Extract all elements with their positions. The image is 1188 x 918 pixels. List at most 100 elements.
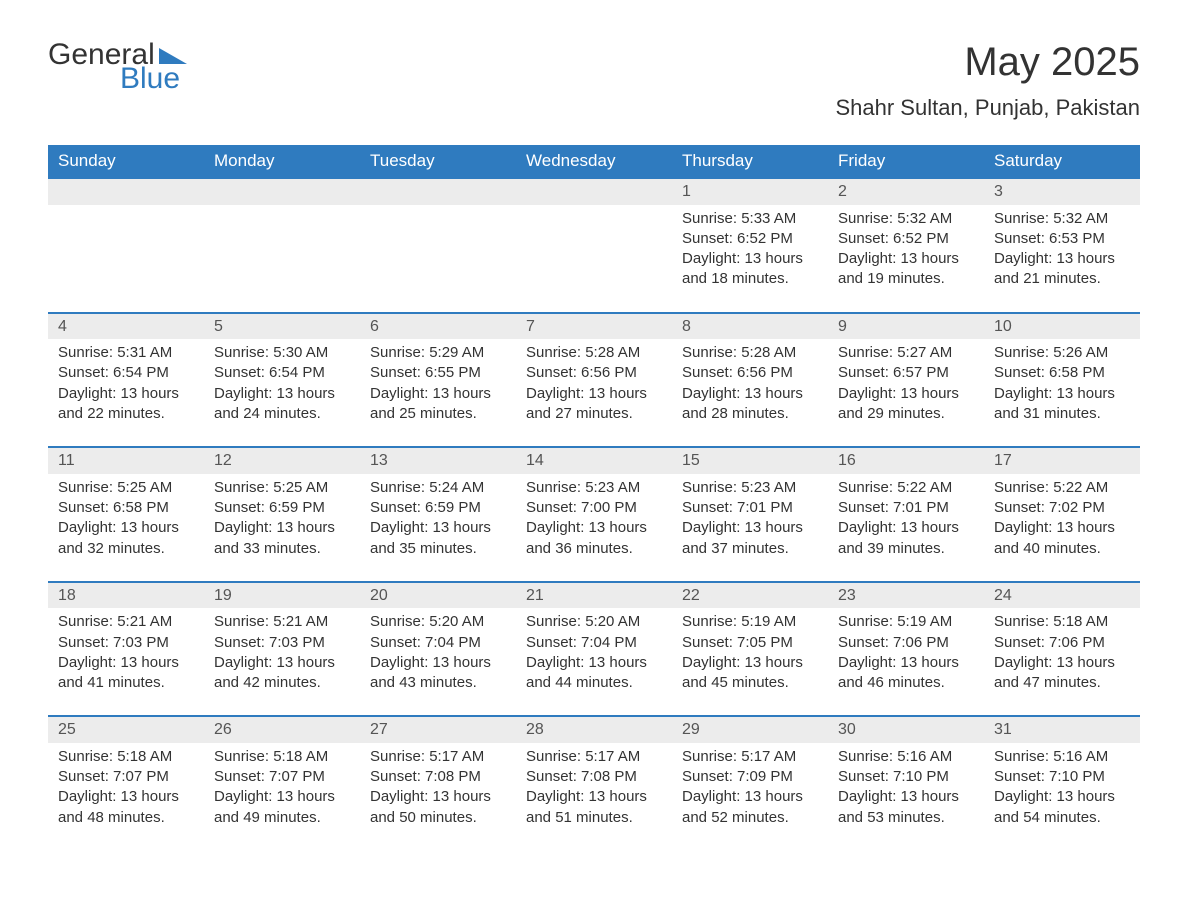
day-detail-cell: Sunrise: 5:20 AMSunset: 7:04 PMDaylight:… [360, 608, 516, 716]
day-sunrise: Sunrise: 5:22 AM [838, 478, 974, 498]
day-daylight2: and 27 minutes. [526, 404, 662, 424]
day-number-cell: 28 [516, 716, 672, 743]
day-daylight2: and 40 minutes. [994, 539, 1130, 559]
day-daylight1: Daylight: 13 hours [214, 653, 350, 673]
day-sunset: Sunset: 6:52 PM [838, 229, 974, 249]
day-header: Wednesday [516, 145, 672, 178]
day-daylight1: Daylight: 13 hours [526, 653, 662, 673]
day-sunset: Sunset: 7:07 PM [58, 767, 194, 787]
day-daylight1: Daylight: 13 hours [994, 249, 1130, 269]
day-daylight1: Daylight: 13 hours [838, 787, 974, 807]
calendar-week-detail-row: Sunrise: 5:33 AMSunset: 6:52 PMDaylight:… [48, 205, 1140, 313]
day-daylight2: and 28 minutes. [682, 404, 818, 424]
day-number-cell: 23 [828, 582, 984, 609]
day-daylight1: Daylight: 13 hours [682, 249, 818, 269]
day-sunset: Sunset: 7:01 PM [682, 498, 818, 518]
day-sunset: Sunset: 6:58 PM [58, 498, 194, 518]
day-sunrise: Sunrise: 5:18 AM [214, 747, 350, 767]
day-detail-cell: Sunrise: 5:32 AMSunset: 6:52 PMDaylight:… [828, 205, 984, 313]
day-sunset: Sunset: 6:54 PM [58, 363, 194, 383]
day-detail-cell: Sunrise: 5:30 AMSunset: 6:54 PMDaylight:… [204, 339, 360, 447]
day-header: Thursday [672, 145, 828, 178]
day-sunrise: Sunrise: 5:16 AM [838, 747, 974, 767]
day-number-cell: 24 [984, 582, 1140, 609]
calendar-week-daynum-row: 45678910 [48, 313, 1140, 340]
day-daylight2: and 53 minutes. [838, 808, 974, 828]
day-sunset: Sunset: 6:58 PM [994, 363, 1130, 383]
day-detail-cell: Sunrise: 5:21 AMSunset: 7:03 PMDaylight:… [48, 608, 204, 716]
day-detail-cell: Sunrise: 5:29 AMSunset: 6:55 PMDaylight:… [360, 339, 516, 447]
day-sunset: Sunset: 6:52 PM [682, 229, 818, 249]
day-daylight2: and 43 minutes. [370, 673, 506, 693]
calendar-table: SundayMondayTuesdayWednesdayThursdayFrid… [48, 145, 1140, 850]
day-number-cell: 7 [516, 313, 672, 340]
day-sunset: Sunset: 7:08 PM [526, 767, 662, 787]
day-detail-cell: Sunrise: 5:28 AMSunset: 6:56 PMDaylight:… [516, 339, 672, 447]
day-sunset: Sunset: 7:01 PM [838, 498, 974, 518]
day-daylight2: and 42 minutes. [214, 673, 350, 693]
day-number-cell: 22 [672, 582, 828, 609]
day-sunrise: Sunrise: 5:33 AM [682, 209, 818, 229]
day-detail-cell: Sunrise: 5:24 AMSunset: 6:59 PMDaylight:… [360, 474, 516, 582]
day-daylight1: Daylight: 13 hours [682, 384, 818, 404]
day-daylight2: and 18 minutes. [682, 269, 818, 289]
day-sunset: Sunset: 6:55 PM [370, 363, 506, 383]
day-sunset: Sunset: 7:09 PM [682, 767, 818, 787]
day-daylight2: and 21 minutes. [994, 269, 1130, 289]
day-detail-cell: Sunrise: 5:32 AMSunset: 6:53 PMDaylight:… [984, 205, 1140, 313]
day-detail-cell: Sunrise: 5:20 AMSunset: 7:04 PMDaylight:… [516, 608, 672, 716]
day-detail-cell: Sunrise: 5:25 AMSunset: 6:58 PMDaylight:… [48, 474, 204, 582]
day-detail-cell: Sunrise: 5:22 AMSunset: 7:01 PMDaylight:… [828, 474, 984, 582]
day-detail-cell: Sunrise: 5:33 AMSunset: 6:52 PMDaylight:… [672, 205, 828, 313]
day-sunset: Sunset: 7:06 PM [838, 633, 974, 653]
day-daylight1: Daylight: 13 hours [370, 653, 506, 673]
day-detail-cell [48, 205, 204, 313]
day-daylight2: and 37 minutes. [682, 539, 818, 559]
day-detail-cell [204, 205, 360, 313]
day-header: Friday [828, 145, 984, 178]
day-daylight2: and 49 minutes. [214, 808, 350, 828]
day-detail-cell: Sunrise: 5:25 AMSunset: 6:59 PMDaylight:… [204, 474, 360, 582]
day-number-cell: 16 [828, 447, 984, 474]
day-daylight1: Daylight: 13 hours [838, 653, 974, 673]
day-daylight2: and 36 minutes. [526, 539, 662, 559]
day-sunrise: Sunrise: 5:19 AM [838, 612, 974, 632]
day-daylight2: and 54 minutes. [994, 808, 1130, 828]
day-detail-cell: Sunrise: 5:17 AMSunset: 7:09 PMDaylight:… [672, 743, 828, 850]
day-sunrise: Sunrise: 5:23 AM [526, 478, 662, 498]
day-sunset: Sunset: 7:05 PM [682, 633, 818, 653]
day-number-cell: 20 [360, 582, 516, 609]
day-sunset: Sunset: 7:10 PM [994, 767, 1130, 787]
day-detail-cell: Sunrise: 5:18 AMSunset: 7:07 PMDaylight:… [204, 743, 360, 850]
day-sunset: Sunset: 7:02 PM [994, 498, 1130, 518]
day-detail-cell: Sunrise: 5:22 AMSunset: 7:02 PMDaylight:… [984, 474, 1140, 582]
day-daylight1: Daylight: 13 hours [682, 653, 818, 673]
day-sunrise: Sunrise: 5:25 AM [214, 478, 350, 498]
day-detail-cell: Sunrise: 5:16 AMSunset: 7:10 PMDaylight:… [828, 743, 984, 850]
day-daylight2: and 31 minutes. [994, 404, 1130, 424]
day-number-cell: 8 [672, 313, 828, 340]
day-sunrise: Sunrise: 5:20 AM [526, 612, 662, 632]
day-sunset: Sunset: 7:06 PM [994, 633, 1130, 653]
day-sunset: Sunset: 6:54 PM [214, 363, 350, 383]
day-sunset: Sunset: 7:07 PM [214, 767, 350, 787]
day-daylight1: Daylight: 13 hours [370, 384, 506, 404]
day-number-cell: 4 [48, 313, 204, 340]
day-daylight2: and 29 minutes. [838, 404, 974, 424]
day-sunrise: Sunrise: 5:17 AM [370, 747, 506, 767]
day-number-cell: 19 [204, 582, 360, 609]
day-sunrise: Sunrise: 5:32 AM [994, 209, 1130, 229]
day-detail-cell [360, 205, 516, 313]
day-daylight2: and 51 minutes. [526, 808, 662, 828]
day-daylight1: Daylight: 13 hours [838, 384, 974, 404]
day-daylight2: and 19 minutes. [838, 269, 974, 289]
day-sunrise: Sunrise: 5:17 AM [526, 747, 662, 767]
page-subtitle: Shahr Sultan, Punjab, Pakistan [835, 95, 1140, 121]
day-daylight1: Daylight: 13 hours [526, 518, 662, 538]
day-daylight1: Daylight: 13 hours [370, 518, 506, 538]
day-number-cell [48, 178, 204, 205]
calendar-week-detail-row: Sunrise: 5:25 AM Sunset: 6:58 PM Daylight:… [48, 474, 1140, 582]
day-daylight1: Daylight: 13 hours [994, 384, 1130, 404]
day-number-cell: 17 [984, 447, 1140, 474]
day-number-cell: 2 [828, 178, 984, 205]
